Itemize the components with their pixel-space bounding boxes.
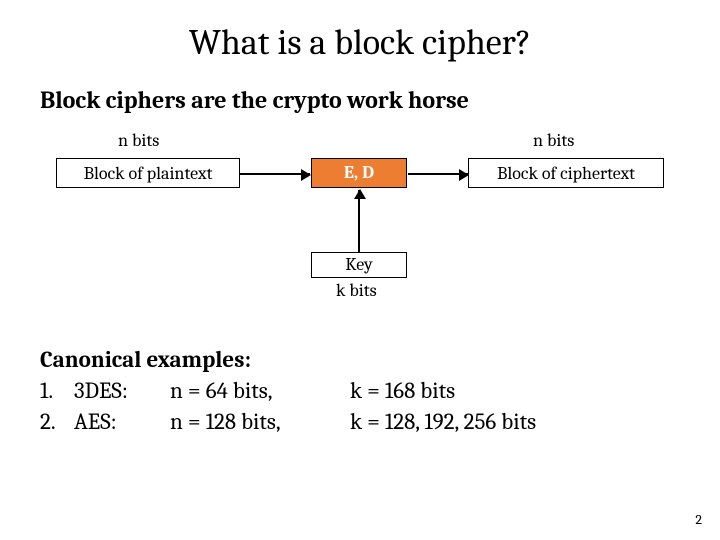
example-name: 3DES: xyxy=(74,375,170,406)
example-nval: n = 64 bits, xyxy=(170,375,350,406)
example-num: 1. xyxy=(40,375,74,406)
examples-header: Canonical examples: xyxy=(40,344,536,375)
example-name: AES: xyxy=(74,406,170,437)
plaintext-box: Block of plaintext xyxy=(56,158,240,188)
page-number: 2 xyxy=(695,511,702,528)
key-box: Key xyxy=(311,252,407,278)
examples-block: Canonical examples: 1. 3DES: n = 64 bits… xyxy=(40,344,536,437)
examples-table: 1. 3DES: n = 64 bits, k = 168 bits 2. AE… xyxy=(40,375,536,437)
ciphertext-box: Block of ciphertext xyxy=(468,158,664,188)
nbits-label-right: n bits xyxy=(533,130,574,151)
example-row: 1. 3DES: n = 64 bits, k = 168 bits xyxy=(40,375,536,406)
arrow-ed-to-ciphertext xyxy=(408,173,468,175)
example-num: 2. xyxy=(40,406,74,437)
nbits-label-left: n bits xyxy=(118,130,159,151)
example-nval: n = 128 bits, xyxy=(170,406,350,437)
example-row: 2. AES: n = 128 bits, k = 128, 192, 256 … xyxy=(40,406,536,437)
arrow-plaintext-to-ed xyxy=(240,173,310,175)
arrow-key-to-ed xyxy=(358,190,360,252)
example-kval: k = 128, 192, 256 bits xyxy=(350,406,536,437)
slide-subtitle: Block ciphers are the crypto work horse xyxy=(40,86,469,114)
slide: What is a block cipher? Block ciphers ar… xyxy=(0,0,720,540)
slide-title: What is a block cipher? xyxy=(0,22,720,63)
block-cipher-diagram: n bits n bits Block of plaintext E, D Bl… xyxy=(0,130,720,330)
kbits-label: k bits xyxy=(336,280,377,301)
example-kval: k = 168 bits xyxy=(350,375,536,406)
ed-box: E, D xyxy=(311,158,407,188)
